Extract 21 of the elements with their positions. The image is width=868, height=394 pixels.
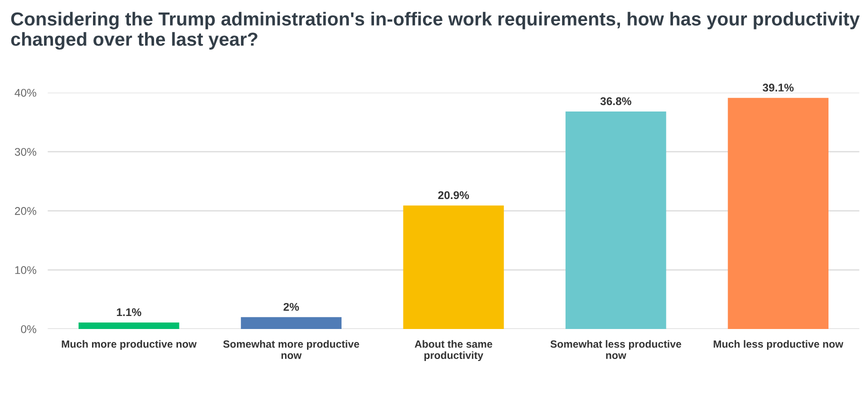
x-tick-label: About the same productivity [414, 340, 492, 362]
data-label: 1.1% [116, 308, 142, 316]
y-tick-label: 20% [14, 207, 36, 215]
y-tick-label: 10% [15, 266, 36, 274]
x-tick-label: Much more productive now [62, 340, 197, 350]
bar [240, 317, 342, 329]
x-tick-label: Somewhat less productive now [550, 340, 682, 359]
data-label: 39.1% [762, 84, 794, 92]
bar [403, 205, 504, 329]
chart-title: Considering the Trump administration's in-office work requirements, how has your productivity changed over the last year? [11, 12, 860, 50]
data-label: 20.9% [438, 191, 469, 200]
x-tick-label: Much less productive now [714, 340, 844, 350]
y-tick-label: 0% [21, 325, 36, 334]
bar [78, 322, 180, 329]
y-tick-label: 30% [14, 148, 36, 156]
bar [566, 112, 666, 329]
data-label: 2% [284, 302, 299, 311]
data-label: 36.8% [600, 97, 632, 106]
y-tick-label: 40% [14, 88, 36, 97]
bar [728, 98, 828, 329]
x-tick-label: Somewhat more productive now [223, 340, 360, 359]
